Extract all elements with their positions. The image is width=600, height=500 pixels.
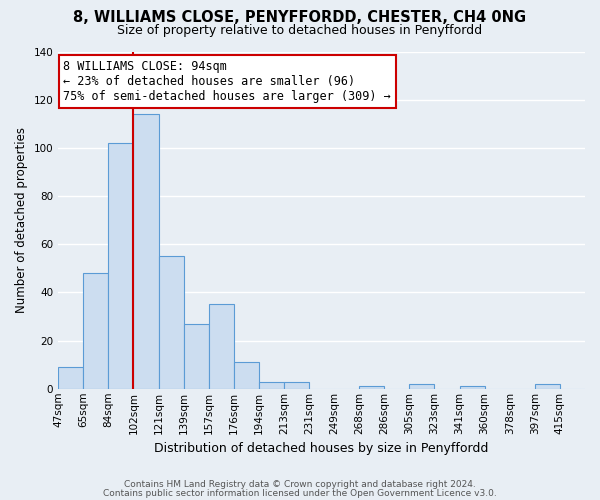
Bar (184, 324, 209, 389)
Text: Contains public sector information licensed under the Open Government Licence v3: Contains public sector information licen… (103, 489, 497, 498)
Bar (58, 367, 83, 389)
Bar (284, 382, 309, 389)
X-axis label: Distribution of detached houses by size in Penyffordd: Distribution of detached houses by size … (154, 442, 489, 455)
Bar (158, 256, 184, 389)
Y-axis label: Number of detached properties: Number of detached properties (15, 127, 28, 313)
Text: 8 WILLIAMS CLOSE: 94sqm
← 23% of detached houses are smaller (96)
75% of semi-de: 8 WILLIAMS CLOSE: 94sqm ← 23% of detache… (64, 60, 391, 103)
Bar (109, 143, 133, 389)
Bar (409, 384, 434, 389)
Bar (259, 382, 284, 389)
Bar (83, 273, 109, 389)
Text: 8, WILLIAMS CLOSE, PENYFFORDD, CHESTER, CH4 0NG: 8, WILLIAMS CLOSE, PENYFFORDD, CHESTER, … (73, 10, 527, 25)
Bar (460, 386, 485, 389)
Bar (535, 384, 560, 389)
Bar (234, 362, 259, 389)
Bar (133, 114, 158, 389)
Bar (359, 386, 385, 389)
Bar (209, 304, 234, 389)
Text: Contains HM Land Registry data © Crown copyright and database right 2024.: Contains HM Land Registry data © Crown c… (124, 480, 476, 489)
Text: Size of property relative to detached houses in Penyffordd: Size of property relative to detached ho… (118, 24, 482, 37)
